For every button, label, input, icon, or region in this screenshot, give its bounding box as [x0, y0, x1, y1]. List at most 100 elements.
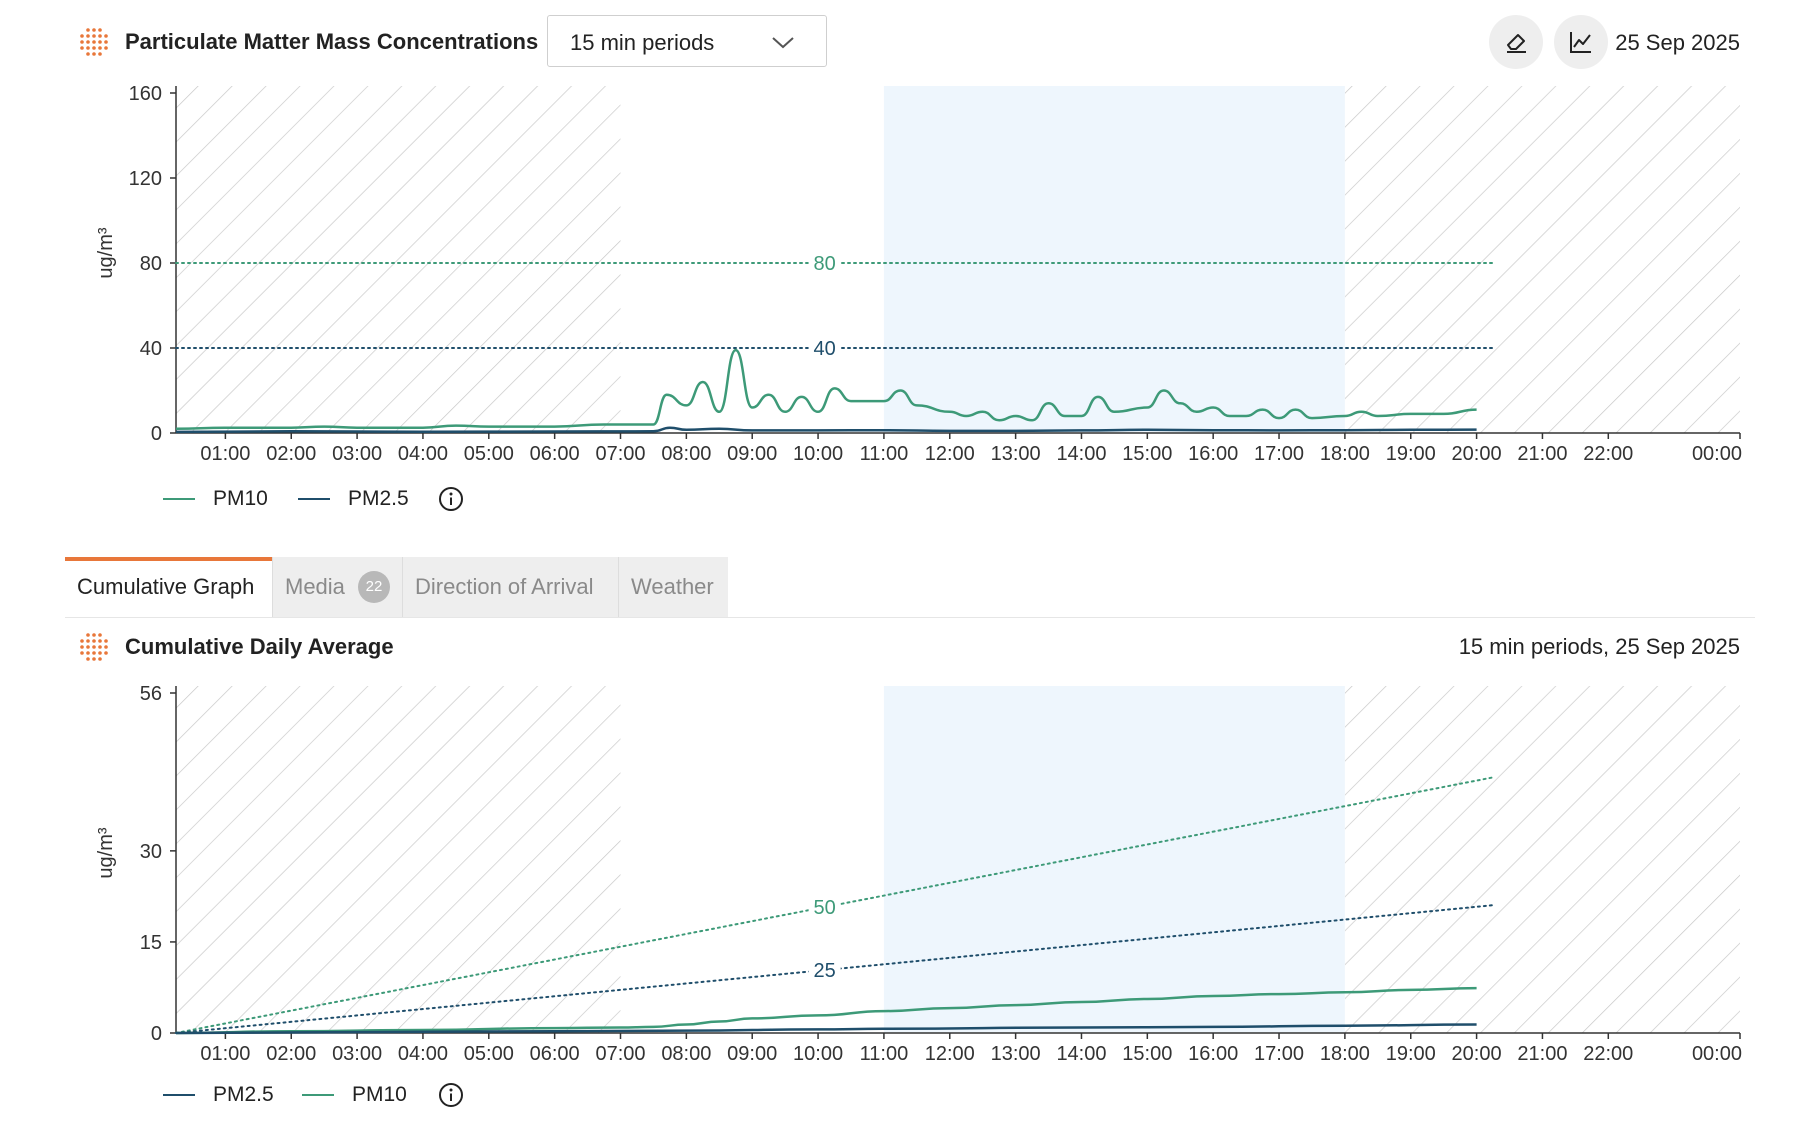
media-count-badge: 22: [358, 571, 390, 603]
series-line-pm25: [175, 1023, 1477, 1035]
x-tick-label: 18:00: [1320, 443, 1370, 465]
tab-divider: [65, 617, 1755, 618]
cumulative-average-chart: 0 15 30 56 ug/m³ 01:00 02:00 03:00 04:00 05:00 06:…: [95, 683, 1742, 1065]
line-chart-icon: [1570, 32, 1591, 53]
x-tick-label: 05:00: [464, 1043, 514, 1065]
series-line-pm25: [175, 426, 1477, 434]
legend-item-pm10[interactable]: PM10: [163, 487, 268, 511]
highlight-region: [883, 686, 1345, 1033]
tab-direction-of-arrival[interactable]: Direction of Arrival: [402, 557, 618, 617]
x-tick-label: 08:00: [661, 443, 711, 465]
line-chart-button[interactable]: [1554, 15, 1608, 69]
threshold-label: 50: [814, 897, 836, 919]
x-tick-label: 00:00: [1692, 443, 1742, 465]
x-tick-label: 18:00: [1320, 1043, 1370, 1065]
tab-label: Cumulative Graph: [77, 574, 255, 599]
threshold-label: 80: [814, 253, 836, 275]
y-axis-label: ug/m³: [95, 827, 117, 878]
info-icon[interactable]: [438, 1082, 464, 1108]
hatched-region: [1344, 86, 1740, 433]
threshold-label: 40: [814, 338, 836, 360]
series-line-pm10: [175, 348, 1477, 431]
threshold-label-bg: [808, 251, 841, 275]
x-tick-label: 16:00: [1188, 1043, 1238, 1065]
y-tick-label: 0: [151, 1023, 162, 1045]
y-tick-label: 0: [151, 423, 162, 445]
page-title: Particulate Matter Mass Concentrations: [125, 29, 539, 54]
hatched-region: [176, 686, 621, 1033]
threshold-label-bg: [808, 958, 841, 983]
threshold-label: 25: [814, 960, 836, 982]
highlight-region: [883, 86, 1345, 433]
x-tick-label: 13:00: [991, 443, 1041, 465]
section-subtitle: 15 min periods, 25 Sep 2025: [1458, 634, 1740, 659]
chevron-down-icon: [772, 37, 794, 49]
x-tick-label: 13:00: [991, 1043, 1041, 1065]
x-tick-label: 11:00: [860, 1043, 909, 1065]
x-tick-label: 17:00: [1254, 443, 1304, 465]
x-tick-label: 06:00: [530, 443, 580, 465]
x-tick-label: 15:00: [1122, 443, 1172, 465]
x-tick-label: 08:00: [661, 1043, 711, 1065]
x-tick-label: 09:00: [727, 1043, 777, 1065]
legend-item-pm25[interactable]: PM2.5: [163, 1083, 274, 1107]
legend-item-pm25[interactable]: PM2.5: [298, 487, 409, 511]
legend-swatch: [298, 498, 330, 501]
x-tick-label: 22:00: [1583, 1043, 1633, 1065]
legend-label: PM2.5: [213, 1083, 274, 1106]
legend-label: PM2.5: [348, 487, 409, 510]
x-tick-label: 07:00: [595, 1043, 645, 1065]
x-tick-label: 00:00: [1692, 1043, 1742, 1065]
hatched-region: [1344, 686, 1740, 1033]
x-tick-label: 17:00: [1254, 1043, 1304, 1065]
y-tick-label: 56: [140, 683, 162, 705]
x-tick-label: 10:00: [793, 1043, 843, 1065]
tab-label: Direction of Arrival: [415, 574, 594, 599]
x-tick-label: 22:00: [1583, 443, 1633, 465]
threshold-line: [175, 776, 1495, 1034]
x-tick-label: 06:00: [530, 1043, 580, 1065]
threshold-label-bg: [808, 336, 841, 360]
y-tick-label: 120: [129, 168, 162, 190]
y-tick-label: 80: [140, 253, 162, 275]
x-tick-label: 04:00: [398, 1043, 448, 1065]
tab-label: Weather: [631, 574, 714, 599]
legend-label: PM10: [352, 1083, 407, 1106]
legend-item-pm10[interactable]: PM10: [302, 1083, 407, 1107]
x-tick-label: 01:00: [200, 1043, 250, 1065]
x-tick-label: 12:00: [925, 1043, 975, 1065]
x-tick-label: 20:00: [1452, 443, 1502, 465]
x-tick-label: 16:00: [1188, 443, 1238, 465]
x-tick-label: 02:00: [266, 443, 316, 465]
tab-media[interactable]: Media 22: [272, 557, 402, 617]
legend-label: PM10: [213, 487, 268, 510]
period-select[interactable]: 15 min periods: [547, 15, 827, 67]
eraser-button[interactable]: [1489, 15, 1543, 69]
tab-cumulative-graph[interactable]: Cumulative Graph: [65, 557, 272, 617]
y-tick-label: 160: [129, 83, 162, 105]
pm-concentration-chart: 0 40 80 120 160 ug/m³ 01:00 02:00 03:00 04:00 05:0…: [95, 83, 1742, 465]
x-tick-label: 12:00: [925, 443, 975, 465]
dots-logo-icon: [80, 633, 108, 661]
legend-swatch: [163, 498, 195, 501]
info-icon[interactable]: [438, 486, 464, 512]
eraser-icon: [1507, 34, 1526, 53]
x-tick-label: 11:00: [860, 443, 909, 465]
tab-weather[interactable]: Weather: [618, 557, 728, 617]
dots-logo-icon: [80, 28, 108, 56]
x-tick-label: 21:00: [1517, 1043, 1567, 1065]
x-tick-label: 09:00: [727, 443, 777, 465]
y-tick-label: 15: [140, 932, 162, 954]
threshold-label-bg: [808, 895, 841, 920]
y-tick-label: 40: [140, 338, 162, 360]
x-tick-label: 03:00: [332, 443, 382, 465]
hatched-region: [176, 86, 621, 433]
x-tick-label: 19:00: [1386, 1043, 1436, 1065]
x-tick-label: 14:00: [1056, 1043, 1106, 1065]
x-tick-label: 21:00: [1517, 443, 1567, 465]
x-tick-label: 02:00: [266, 1043, 316, 1065]
section-title: Cumulative Daily Average: [125, 634, 394, 659]
x-tick-label: 14:00: [1056, 443, 1106, 465]
series-line-pm10: [175, 986, 1477, 1035]
x-tick-label: 15:00: [1122, 1043, 1172, 1065]
